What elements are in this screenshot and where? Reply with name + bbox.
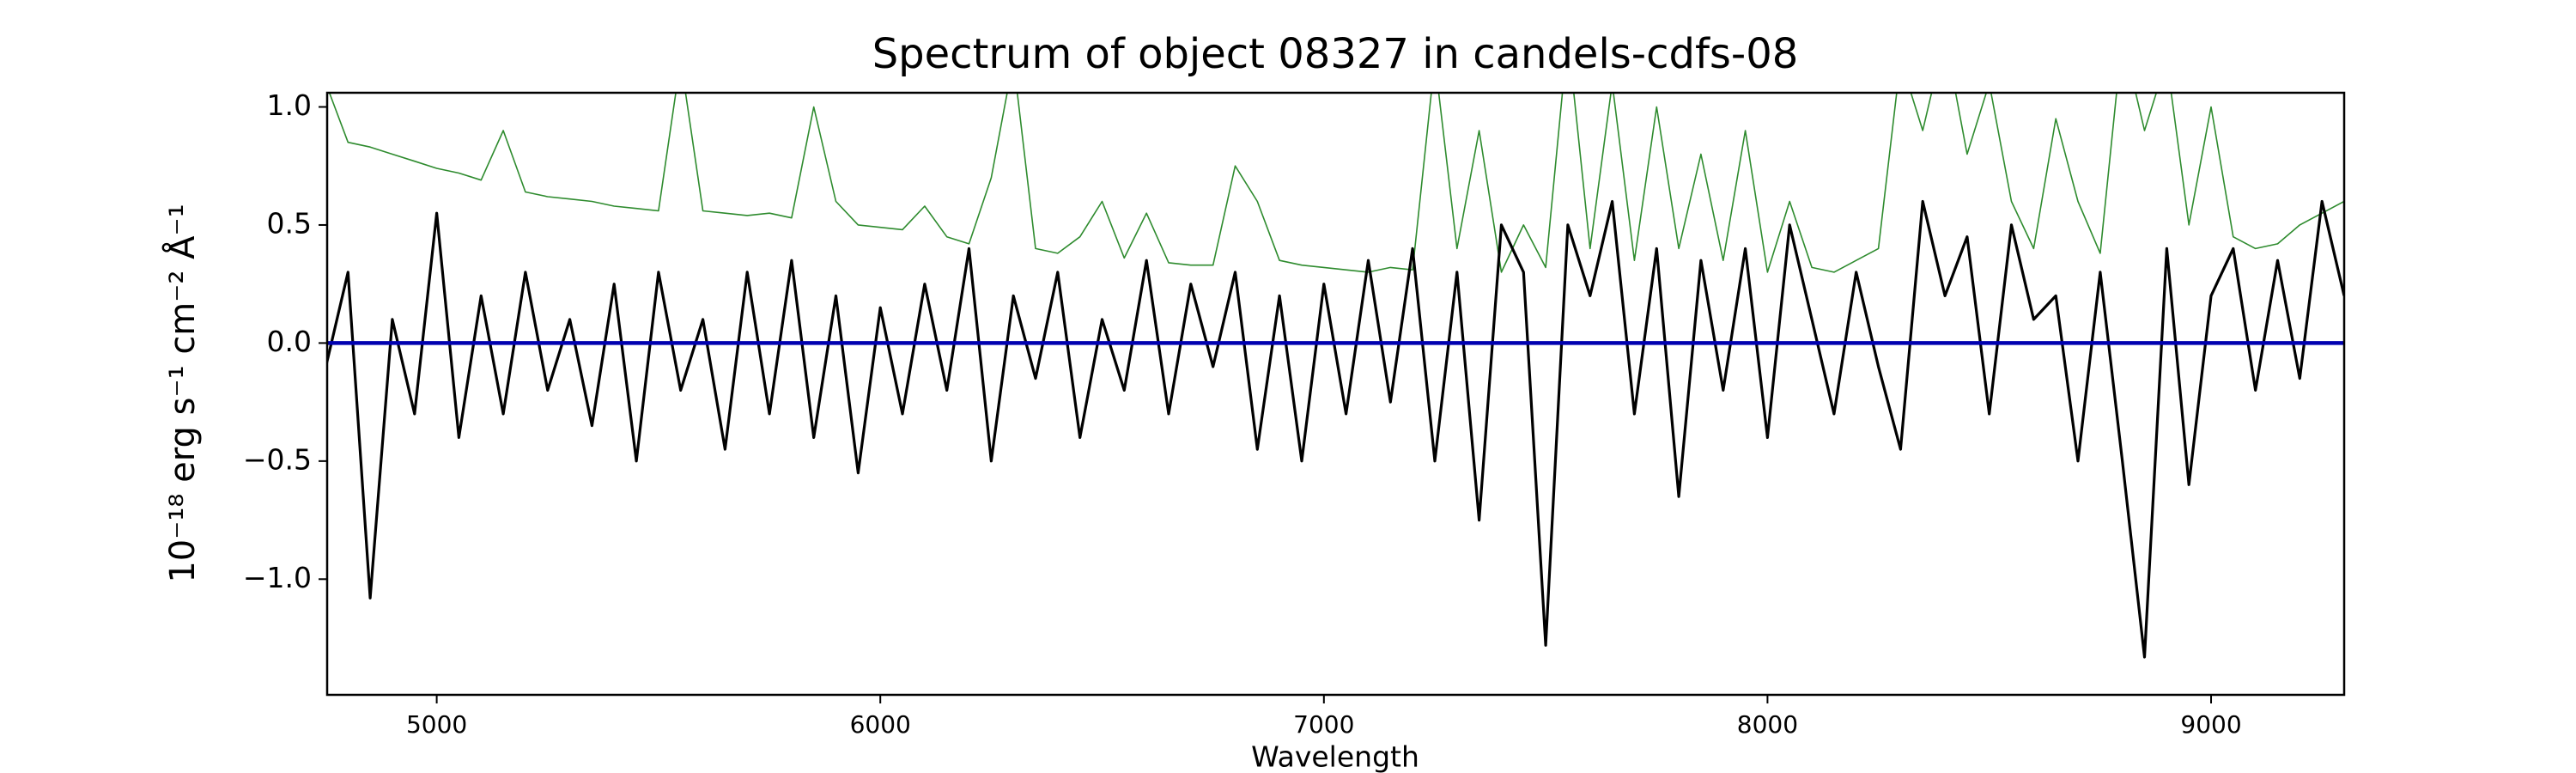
y-tick-label: −1.0 bbox=[243, 561, 312, 594]
x-tick-label: 8000 bbox=[1737, 710, 1798, 739]
y-tick-label: 0.5 bbox=[267, 206, 312, 240]
spectrum-line bbox=[327, 199, 2344, 659]
x-tick-label: 9000 bbox=[2180, 710, 2241, 739]
chart-title: Spectrum of object 08327 in candels-cdfs… bbox=[872, 30, 1799, 78]
x-tick-label: 5000 bbox=[406, 710, 467, 739]
y-tick-label: 0.0 bbox=[267, 325, 312, 358]
y-tick-label: 1.0 bbox=[267, 88, 312, 122]
spectrum-line bbox=[328, 93, 2344, 273]
x-axis-label: Wavelength bbox=[1251, 740, 1419, 773]
x-tick-label: 6000 bbox=[850, 710, 911, 739]
plot-area bbox=[327, 93, 2344, 659]
x-tick-label: 7000 bbox=[1293, 710, 1354, 739]
axes-frame bbox=[325, 91, 2346, 697]
y-axis-label: 10⁻¹⁸ erg s⁻¹ cm⁻² Å⁻¹ bbox=[161, 204, 203, 582]
y-tick-label: −0.5 bbox=[243, 442, 312, 476]
